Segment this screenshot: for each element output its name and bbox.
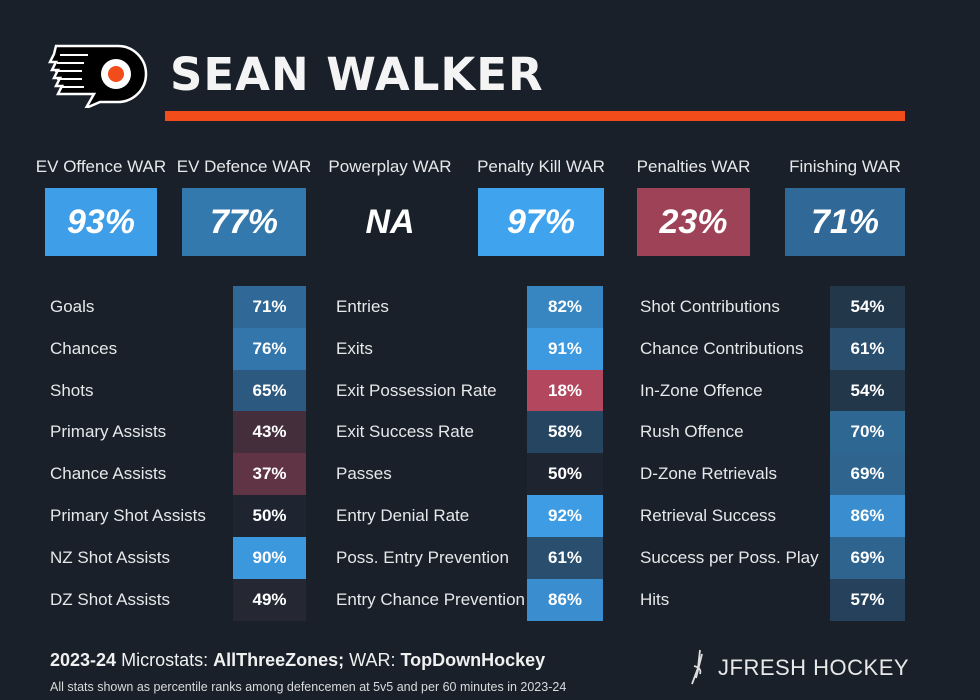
stat-value-box: 65%	[233, 369, 306, 412]
stat-value-box: 76%	[233, 327, 306, 370]
stat-value-box: 90%	[233, 536, 306, 579]
source-credit: 2023-24 Microstats: AllThreeZones; WAR: …	[50, 650, 545, 671]
stat-label: Success per Poss. Play	[640, 547, 819, 567]
stat-value-box: 82%	[527, 286, 603, 328]
war-value-box: 93%	[45, 188, 157, 256]
stat-label: Chance Assists	[50, 464, 167, 484]
flyers-logo	[48, 44, 148, 108]
war-label: Penalty Kill WAR	[477, 157, 605, 176]
stat-value-box: 86%	[830, 495, 905, 537]
stat-value-box: 37%	[233, 453, 306, 496]
stat-label: Hits	[640, 589, 670, 609]
stat-label: Entries	[336, 297, 389, 316]
micro-source: AllThreeZones;	[213, 650, 345, 670]
stat-value-box: 57%	[830, 578, 905, 621]
stat-label: Shots	[50, 380, 94, 400]
stat-value-box: 69%	[830, 453, 905, 496]
stat-value-box: 50%	[527, 453, 603, 496]
stat-label: Rush Offence	[640, 422, 744, 442]
war-label: Powerplay WAR	[328, 157, 452, 176]
stat-label: Exit Possession Rate	[336, 380, 497, 400]
stat-label: NZ Shot Assists	[50, 547, 170, 567]
stat-value-box: 70%	[830, 411, 905, 454]
footnote: All stats shown as percentile ranks amon…	[50, 680, 567, 694]
brand-name: JFRESH HOCKEY	[718, 655, 910, 680]
stat-value-box: 49%	[233, 578, 306, 621]
stat-label: Exit Success Rate	[336, 422, 474, 442]
war-label: WAR:	[349, 650, 396, 670]
stat-value-box: 54%	[830, 369, 905, 412]
stat-label: DZ Shot Assists	[50, 589, 170, 609]
stat-value-box: 54%	[830, 286, 905, 328]
stat-label: Entry Denial Rate	[336, 506, 470, 525]
accent-bar	[165, 111, 905, 121]
stat-value-box: 50%	[233, 495, 306, 537]
war-value-box: 71%	[785, 188, 905, 256]
stat-label: Primary Assists	[50, 422, 167, 442]
stat-value-box: 43%	[233, 411, 306, 454]
war-value-box: NA	[365, 202, 415, 241]
war-source: TopDownHockey	[400, 650, 546, 670]
war-value-box: 97%	[478, 188, 604, 256]
stat-value-box: 91%	[527, 327, 603, 370]
war-value-box: 77%	[182, 188, 306, 256]
player-name: SEAN WALKER	[170, 48, 544, 101]
stat-label: Chances	[50, 338, 118, 358]
stat-value-box: 61%	[830, 327, 905, 370]
hockey-stick-icon	[691, 649, 703, 685]
stat-value-box: 61%	[527, 536, 603, 579]
stat-value-box: 71%	[233, 286, 306, 328]
stat-value-box: 18%	[527, 369, 603, 412]
stat-label: D-Zone Retrievals	[640, 464, 777, 484]
stat-label: Retrieval Success	[640, 506, 777, 525]
stat-label: Entry Chance Prevention	[336, 589, 525, 609]
stat-label: Shot Contributions	[640, 297, 780, 316]
war-label: Penalties WAR	[636, 157, 751, 176]
stat-label: In-Zone Offence	[640, 380, 763, 400]
war-label: EV Defence WAR	[176, 157, 312, 176]
stat-value-box: 86%	[527, 578, 603, 621]
war-label: EV Offence WAR	[35, 157, 167, 176]
stat-label: Primary Shot Assists	[50, 506, 206, 525]
stat-value-box: 58%	[527, 411, 603, 454]
brand: JFRESH HOCKEY	[688, 648, 909, 688]
stat-value-box: 92%	[527, 495, 603, 537]
stat-label: Goals	[50, 297, 95, 316]
micro-label: Microstats:	[121, 650, 209, 670]
stat-label: Chance Contributions	[640, 338, 804, 358]
war-label: Finishing WAR	[789, 157, 901, 176]
season: 2023-24	[50, 650, 117, 670]
stat-label: Exits	[336, 338, 373, 358]
stat-value-box: 69%	[830, 536, 905, 579]
stat-label: Passes	[336, 464, 392, 484]
stat-label: Poss. Entry Prevention	[336, 547, 509, 567]
war-value-box: 23%	[637, 188, 750, 256]
